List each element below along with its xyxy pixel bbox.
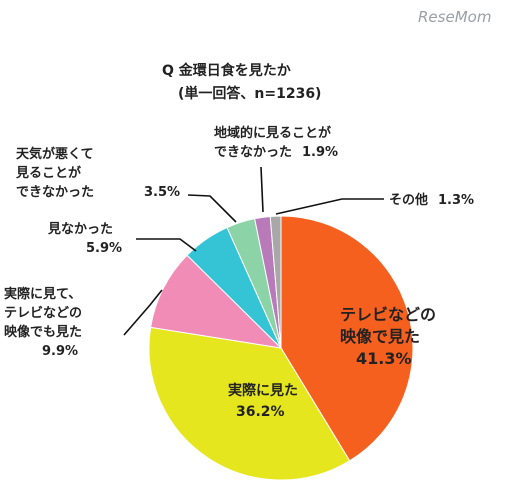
slice-value-5: 3.5%: [144, 185, 180, 200]
slice-label-7: その他 1.3%: [389, 192, 474, 208]
slice-label-4: 見なかった 5.9%: [47, 222, 122, 256]
slice-label-5: 天気が悪くて見ることができなかった 3.5%: [15, 146, 180, 200]
slice-label-2: 実際に見た 36.2%: [228, 382, 298, 420]
slice-label-line: できなかった: [16, 185, 94, 200]
leader-line-4: [136, 238, 197, 252]
slice-label-line: 地域的に見ることが: [214, 125, 331, 141]
slice-value-7: 1.3%: [438, 193, 474, 208]
leader-line-5: [187, 194, 237, 223]
leader-line-6: [260, 166, 264, 213]
slice-value-3: 9.9%: [42, 344, 78, 359]
slice-label-line: 実際に見た: [228, 382, 298, 399]
slice-label-line: できなかった: [214, 145, 292, 160]
slice-value-1: 41.3%: [356, 349, 412, 368]
slice-label-line: 見なかった: [47, 222, 113, 237]
slice-label-1: テレビなどの映像で見た 41.3%: [340, 305, 436, 368]
slice-value-6: 1.9%: [302, 145, 338, 160]
slice-labels: テレビなどの映像で見た 41.3%実際に見た 36.2%実際に見て、テレビなどの映像…: [4, 125, 474, 420]
leader-line-7: [275, 198, 384, 215]
pie-slice-1: [280, 215, 414, 462]
pie-slices: [148, 215, 414, 481]
leader-line-3: [123, 289, 163, 336]
slice-value-2: 36.2%: [236, 404, 285, 420]
slice-label-line: 見ることが: [15, 165, 81, 181]
slice-label-line: その他: [389, 192, 428, 208]
slice-label-line: テレビなどの: [340, 305, 436, 324]
slice-value-4: 5.9%: [86, 241, 122, 256]
slice-label-6: 地域的に見ることができなかった 1.9%: [214, 125, 338, 160]
slice-label-line: 天気が悪くて: [16, 146, 94, 162]
watermark-text: ReseMom: [418, 8, 491, 26]
slice-label-3: 実際に見て、テレビなどの映像でも見た 9.9%: [4, 286, 82, 359]
leader-lines: [123, 166, 384, 336]
pie-slice-7: [269, 215, 282, 349]
slice-label-line: テレビなどの: [4, 305, 82, 321]
pie-slice-2: [148, 326, 351, 481]
slice-label-line: 映像で見た: [340, 327, 420, 346]
slice-label-line: 映像でも見た: [4, 324, 82, 340]
chart-subtitle: (単一回答、n=1236): [178, 85, 321, 102]
chart-title: Q 金環日食を見たか: [162, 62, 291, 79]
pie-slice-3: [150, 254, 283, 349]
slice-label-line: 実際に見て、: [4, 286, 81, 302]
